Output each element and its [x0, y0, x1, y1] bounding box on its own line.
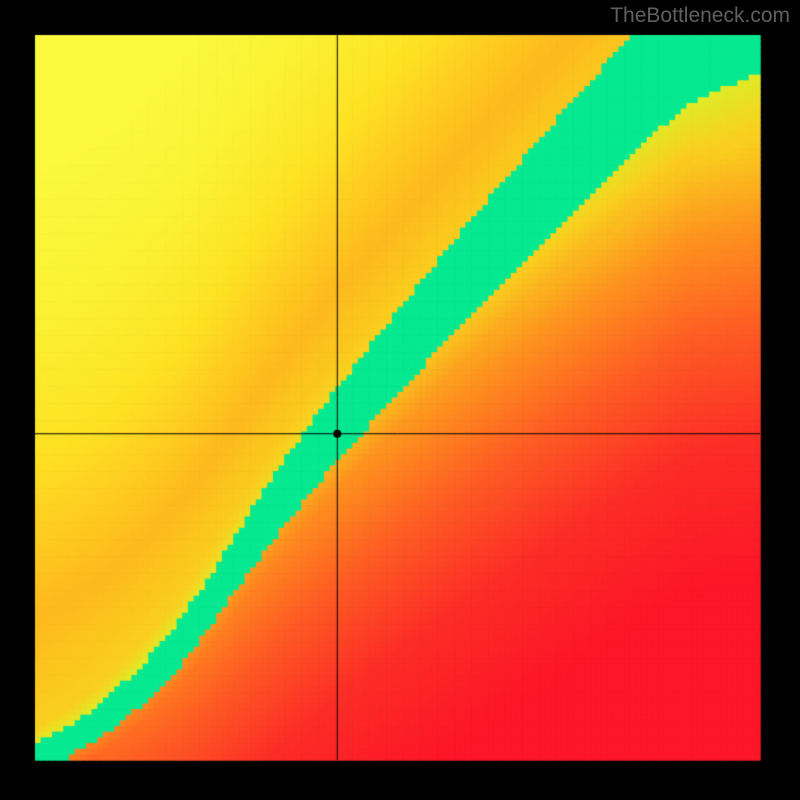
- watermark-text: TheBottleneck.com: [610, 4, 790, 28]
- chart-container: TheBottleneck.com: [0, 0, 800, 800]
- bottleneck-heatmap: [0, 0, 800, 800]
